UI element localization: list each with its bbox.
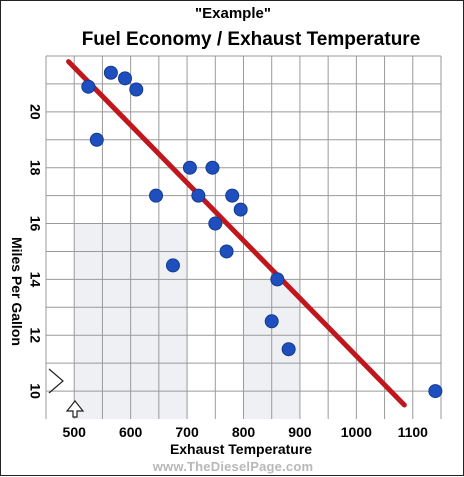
x-tick-label: 600: [119, 424, 143, 440]
axis-break-icon: [48, 368, 85, 418]
data-point: [281, 342, 296, 357]
data-point: [225, 188, 240, 203]
data-point: [219, 244, 234, 259]
y-tick-label: 20: [27, 104, 43, 120]
y-tick-label: 14: [27, 272, 43, 288]
x-axis-label: Exhaust Temperature: [169, 441, 313, 457]
y-axis-label: Miles Per Gallon: [9, 236, 25, 346]
data-point: [149, 188, 164, 203]
x-tick-label: 700: [175, 424, 199, 440]
x-tick-label: 500: [63, 424, 87, 440]
data-point: [208, 216, 223, 231]
x-tick-label: 800: [232, 424, 256, 440]
data-point: [89, 132, 104, 147]
y-tick-label: 18: [27, 160, 43, 176]
data-point: [165, 258, 180, 273]
data-point: [270, 272, 285, 287]
chart-subtitle: "Example": [195, 5, 271, 22]
data-point: [205, 160, 220, 175]
x-tick-labels: 500 600 700 800 900 1000 1100: [63, 424, 429, 440]
data-point: [191, 188, 206, 203]
data-point: [103, 65, 118, 80]
y-tick-label: 10: [27, 383, 43, 399]
x-tick-label: 1000: [341, 424, 372, 440]
x-tick-label: 900: [288, 424, 312, 440]
data-point: [129, 82, 144, 97]
data-points: [81, 65, 443, 399]
trendline-layer: [66, 59, 407, 408]
data-point: [81, 79, 96, 94]
data-point: [182, 160, 197, 175]
data-point: [428, 384, 443, 399]
y-tick-label: 12: [27, 327, 43, 343]
data-point: [264, 314, 279, 329]
chart-title: Fuel Economy / Exhaust Temperature: [81, 29, 421, 50]
watermark: www.TheDieselPage.com: [152, 459, 314, 474]
y-tick-label: 16: [27, 216, 43, 232]
trendline: [66, 59, 407, 408]
x-tick-label: 1100: [398, 424, 429, 440]
data-point: [118, 71, 132, 86]
data-point: [233, 202, 248, 217]
y-tick-labels: 10 12 14 16 18 20: [27, 104, 43, 399]
